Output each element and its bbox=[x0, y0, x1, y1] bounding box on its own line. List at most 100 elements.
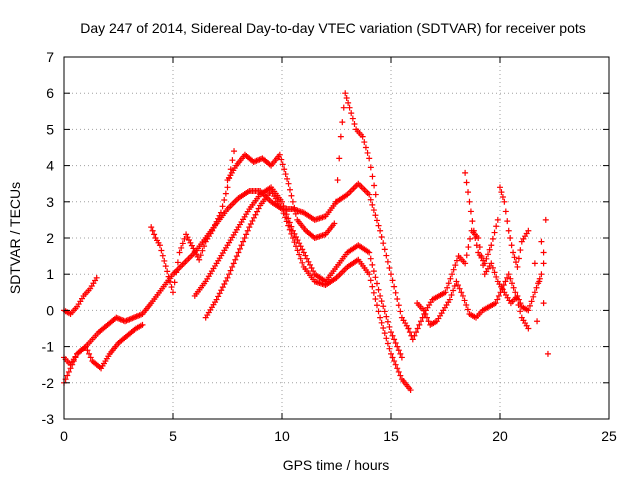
data-point-marker bbox=[171, 279, 178, 286]
data-point-marker bbox=[515, 301, 522, 308]
data-point-marker bbox=[370, 289, 377, 296]
data-point-marker bbox=[508, 280, 515, 287]
data-point-marker bbox=[542, 216, 549, 223]
data-point-marker bbox=[505, 271, 512, 278]
data-point-marker bbox=[170, 289, 176, 296]
y-tick-label: 0 bbox=[46, 302, 54, 318]
data-point-marker bbox=[384, 258, 391, 265]
data-point-marker bbox=[181, 235, 188, 242]
data-point-marker bbox=[345, 99, 352, 106]
data-point-marker bbox=[377, 314, 384, 321]
data-point-marker bbox=[528, 298, 535, 305]
data-point-marker bbox=[185, 237, 192, 244]
data-point-marker bbox=[507, 275, 514, 282]
data-point-marker bbox=[84, 347, 91, 354]
data-point-marker bbox=[196, 256, 203, 263]
y-tick-label: 1 bbox=[46, 266, 54, 282]
data-point-marker bbox=[284, 175, 291, 182]
data-point-marker bbox=[276, 151, 283, 158]
data-point-marker bbox=[533, 284, 540, 291]
data-point-marker bbox=[499, 285, 506, 292]
data-point-marker bbox=[279, 206, 285, 213]
data-point-marker bbox=[292, 210, 299, 217]
data-point-marker bbox=[389, 277, 396, 284]
y-axis-label: SDTVAR / TECUs bbox=[7, 182, 23, 294]
data-point-marker bbox=[495, 292, 502, 299]
data-point-marker bbox=[502, 278, 509, 285]
data-point-marker bbox=[381, 330, 388, 337]
data-point-marker bbox=[540, 300, 547, 307]
x-tick-label: 10 bbox=[274, 428, 290, 444]
axis-ticks: 0 5 10 15 20 25 -3 -2 -1 0 1 2 3 4 5 6 7 bbox=[42, 49, 617, 444]
data-point-marker bbox=[544, 350, 551, 357]
data-point-marker bbox=[283, 211, 290, 218]
data-point-marker bbox=[442, 289, 449, 296]
data-point-marker bbox=[229, 157, 236, 164]
data-point-marker bbox=[493, 273, 500, 280]
data-point-marker bbox=[291, 239, 298, 246]
data-point-marker bbox=[392, 289, 399, 296]
data-point-marker bbox=[512, 289, 519, 296]
data-point-marker bbox=[367, 196, 374, 203]
x-axis-label: GPS time / hours bbox=[283, 457, 390, 473]
data-point-marker bbox=[236, 245, 243, 252]
data-point-marker bbox=[451, 282, 458, 289]
data-point-marker bbox=[308, 264, 315, 271]
data-point-marker bbox=[212, 221, 219, 228]
data-point-marker bbox=[176, 249, 183, 256]
data-point-marker bbox=[455, 282, 462, 289]
data-point-marker bbox=[159, 252, 166, 259]
series-track-a bbox=[61, 180, 412, 386]
data-point-marker bbox=[481, 260, 488, 267]
data-point-marker bbox=[388, 271, 394, 278]
data-point-marker bbox=[538, 271, 545, 278]
data-point-marker bbox=[241, 235, 248, 241]
data-point-marker bbox=[222, 190, 229, 197]
data-point-marker bbox=[446, 296, 453, 303]
data-point-marker bbox=[240, 238, 247, 245]
data-point-marker bbox=[531, 289, 538, 296]
data-point-marker bbox=[188, 242, 195, 249]
data-point-marker bbox=[351, 120, 358, 127]
data-point-marker bbox=[369, 173, 376, 180]
data-point-marker bbox=[394, 365, 401, 372]
data-point-marker bbox=[531, 260, 538, 267]
data-point-marker bbox=[452, 262, 459, 269]
data-point-marker bbox=[420, 307, 427, 314]
data-point-marker bbox=[384, 318, 391, 325]
data-point-marker bbox=[375, 222, 382, 229]
data-point-marker bbox=[397, 372, 404, 379]
data-point-marker bbox=[288, 192, 295, 199]
data-point-marker bbox=[461, 297, 468, 304]
data-point-marker bbox=[362, 144, 369, 151]
data-point-marker bbox=[448, 292, 455, 299]
y-tick-label: 7 bbox=[46, 49, 54, 65]
data-point-marker bbox=[453, 257, 460, 264]
data-point-marker bbox=[164, 268, 171, 275]
data-point-marker bbox=[493, 223, 500, 230]
data-point-marker bbox=[491, 229, 498, 236]
data-point-marker bbox=[162, 263, 169, 270]
data-point-marker bbox=[391, 336, 398, 343]
series-track-e bbox=[148, 148, 238, 296]
data-point-marker bbox=[417, 318, 424, 325]
data-point-marker bbox=[302, 252, 309, 259]
data-point-marker bbox=[491, 269, 498, 276]
data-point-marker bbox=[296, 251, 303, 258]
data-point-marker bbox=[289, 235, 296, 241]
data-point-marker bbox=[286, 186, 293, 193]
data-point-marker bbox=[538, 238, 545, 245]
data-point-marker bbox=[285, 222, 292, 229]
series-track-i bbox=[531, 216, 551, 357]
data-point-marker bbox=[156, 242, 163, 249]
data-point-marker bbox=[470, 227, 477, 234]
y-tick-label: 2 bbox=[46, 230, 54, 246]
data-point-marker bbox=[444, 284, 451, 291]
data-point-marker bbox=[280, 210, 287, 217]
data-point-marker bbox=[173, 269, 180, 276]
data-point-marker bbox=[445, 280, 452, 287]
data-point-marker bbox=[510, 249, 517, 256]
data-point-marker bbox=[463, 252, 470, 259]
data-point-marker bbox=[310, 268, 317, 275]
data-point-marker bbox=[383, 252, 390, 259]
